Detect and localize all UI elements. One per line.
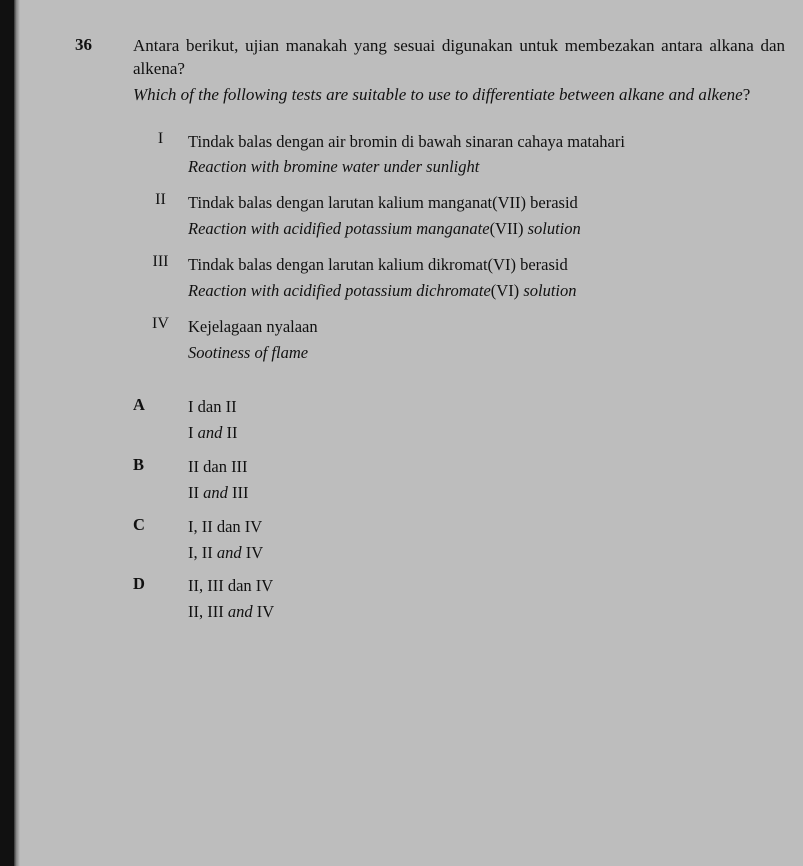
option-text: II, III dan IV II, III and IV [188, 574, 274, 634]
statement-en-paren: (VI) [491, 281, 519, 300]
option-row: C I, II dan IV I, II and IV [133, 515, 274, 575]
question-text-en-prefix: Which of the following tests are suitabl… [133, 85, 743, 104]
option-letter: D [133, 574, 188, 634]
option-text: I dan II I and II [188, 395, 274, 455]
statement-en-prefix: Reaction with acidified potassium mangan… [188, 219, 490, 238]
question-text-en-qmark: ? [743, 85, 751, 104]
book-spine [0, 0, 14, 866]
option-text: II dan III II and III [188, 455, 274, 515]
option-ms: I dan II [188, 397, 237, 416]
option-en-part: IV [253, 602, 275, 621]
option-en: I and II [188, 421, 274, 445]
option-en-part: IV [242, 543, 264, 562]
option-en-and: and [203, 483, 228, 502]
option-ms: II, III dan IV [188, 576, 273, 595]
option-row: A I dan II I and II [133, 395, 274, 455]
statement-ms: Kejelagaan nyalaan [188, 317, 318, 336]
statement-row: IV Kejelagaan nyalaan Sootiness of flame [133, 315, 625, 377]
statement-label: II [133, 191, 188, 253]
option-row: D II, III dan IV II, III and IV [133, 574, 274, 634]
option-ms: II dan III [188, 457, 248, 476]
statement-en-suffix: solution [523, 219, 580, 238]
statement-ms: Tindak balas dengan larutan kalium manga… [188, 193, 578, 212]
question-number: 36 [75, 35, 133, 55]
option-text: I, II dan IV I, II and IV [188, 515, 274, 575]
statement-row: II Tindak balas dengan larutan kalium ma… [133, 191, 625, 253]
option-letter: B [133, 455, 188, 515]
option-letter: A [133, 395, 188, 455]
option-row: B II dan III II and III [133, 455, 274, 515]
option-en-part: II [188, 483, 203, 502]
option-en-part: III [228, 483, 249, 502]
statement-en-suffix: solution [519, 281, 576, 300]
question-text-ms: Antara berikut, ujian manakah yang sesua… [133, 35, 785, 81]
statement-row: III Tindak balas dengan larutan kalium d… [133, 253, 625, 315]
statement-ms: Tindak balas dengan larutan kalium dikro… [188, 255, 568, 274]
statement-row: I Tindak balas dengan air bromin di bawa… [133, 130, 625, 192]
statement-text: Kejelagaan nyalaan Sootiness of flame [188, 315, 625, 377]
option-en-part: II, III [188, 602, 228, 621]
statement-en: Reaction with acidified potassium mangan… [188, 217, 625, 241]
statement-text: Tindak balas dengan larutan kalium dikro… [188, 253, 625, 315]
statement-text: Tindak balas dengan air bromin di bawah … [188, 130, 625, 192]
statement-label: I [133, 130, 188, 192]
option-en-and: and [228, 602, 253, 621]
option-en-part: I, II [188, 543, 217, 562]
option-en: I, II and IV [188, 541, 274, 565]
statement-ms: Tindak balas dengan air bromin di bawah … [188, 132, 625, 151]
statement-en: Sootiness of flame [188, 341, 625, 365]
statement-label: IV [133, 315, 188, 377]
option-en-and: and [217, 543, 242, 562]
option-en: II, III and IV [188, 600, 274, 624]
statement-en-paren: (VII) [490, 219, 524, 238]
page: 36 Antara berikut, ujian manakah yang se… [20, 0, 803, 866]
statements: I Tindak balas dengan air bromin di bawa… [133, 130, 625, 377]
statement-label: III [133, 253, 188, 315]
statement-en: Reaction with bromine water under sunlig… [188, 155, 625, 179]
option-en-part: I [188, 423, 198, 442]
option-letter: C [133, 515, 188, 575]
question-text-en: Which of the following tests are suitabl… [133, 83, 785, 108]
statement-text: Tindak balas dengan larutan kalium manga… [188, 191, 625, 253]
options: A I dan II I and II B II dan III II and … [133, 395, 274, 634]
question-body: Antara berikut, ujian manakah yang sesua… [133, 35, 785, 634]
question-row: 36 Antara berikut, ujian manakah yang se… [75, 35, 785, 634]
option-ms: I, II dan IV [188, 517, 262, 536]
option-en-and: and [198, 423, 223, 442]
statement-en: Reaction with acidified potassium dichro… [188, 279, 625, 303]
option-en-part: II [222, 423, 237, 442]
option-en: II and III [188, 481, 274, 505]
statement-en-prefix: Reaction with acidified potassium dichro… [188, 281, 491, 300]
